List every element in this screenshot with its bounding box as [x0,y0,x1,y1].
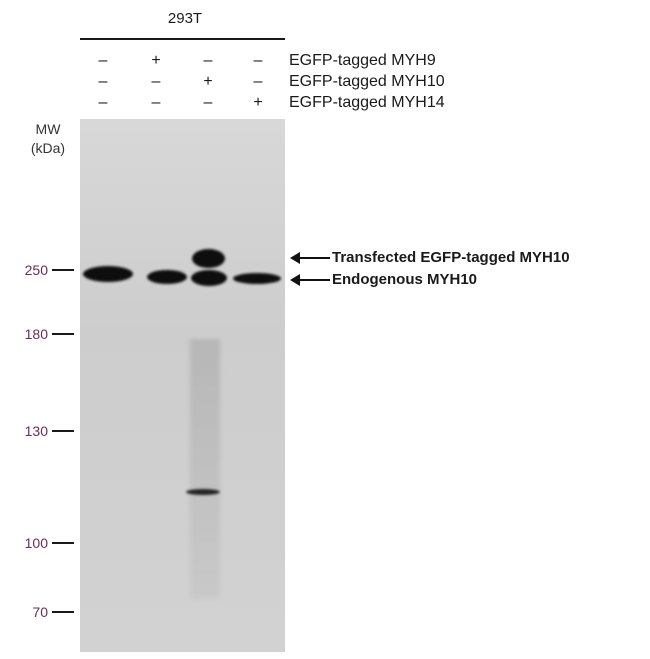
arrow-shaft [298,279,330,281]
marker-label: 180 [24,326,48,342]
condition-label-myh9: EGFP-tagged MYH9 [289,52,436,69]
band-lane2-endogenous [147,270,187,284]
sign-myh14-lane3: – [203,94,213,111]
mw-unit-line: (kDa) [30,140,66,156]
marker-tick [52,611,74,613]
marker-label: 70 [32,604,48,620]
mw-title-line: MW [35,121,61,137]
arrow-shaft [298,257,330,259]
band-lane3-lower [186,489,220,495]
marker-100: 100 [0,535,76,551]
marker-tick [52,542,74,544]
arrow-left-icon [290,274,300,286]
sign-myh9-lane1: – [98,52,108,69]
arrow-transfected [290,251,330,265]
label-endogenous-myh10: Endogenous MYH10 [332,271,478,288]
marker-tick [52,333,74,335]
sign-myh14-lane1: – [98,94,108,111]
sign-myh9-lane2: + [151,52,161,69]
marker-180: 180 [0,326,76,342]
marker-tick [52,269,74,271]
sign-myh14-lane4: + [253,94,263,111]
arrow-left-icon [290,252,300,264]
band-lane3-endogenous [191,270,227,286]
sign-myh9-lane4: – [253,52,263,69]
sign-myh10-lane4: – [253,73,263,90]
sign-myh9-lane3: – [203,52,213,69]
header-rule [80,38,285,40]
marker-label: 250 [24,262,48,278]
lane3-smear [190,339,220,599]
western-blot-membrane [80,119,285,652]
arrow-endogenous [290,273,330,287]
band-lane1-endogenous [83,266,133,282]
band-lane3-transfected [192,249,225,268]
marker-130: 130 [0,423,76,439]
mw-axis-title: MW (kDa) [22,120,74,158]
band-lane4-endogenous [233,273,281,284]
cell-line-label: 293T [167,10,203,27]
marker-label: 130 [24,423,48,439]
marker-tick [52,430,74,432]
sign-myh10-lane3: + [203,73,213,90]
marker-250: 250 [0,262,76,278]
marker-70: 70 [0,604,76,620]
condition-label-myh10: EGFP-tagged MYH10 [289,73,445,90]
condition-label-myh14: EGFP-tagged MYH14 [289,94,445,111]
sign-myh10-lane1: – [98,73,108,90]
marker-label: 100 [24,535,48,551]
sign-myh10-lane2: – [151,73,161,90]
sign-myh14-lane2: – [151,94,161,111]
label-transfected-myh10: Transfected EGFP-tagged MYH10 [332,249,570,266]
